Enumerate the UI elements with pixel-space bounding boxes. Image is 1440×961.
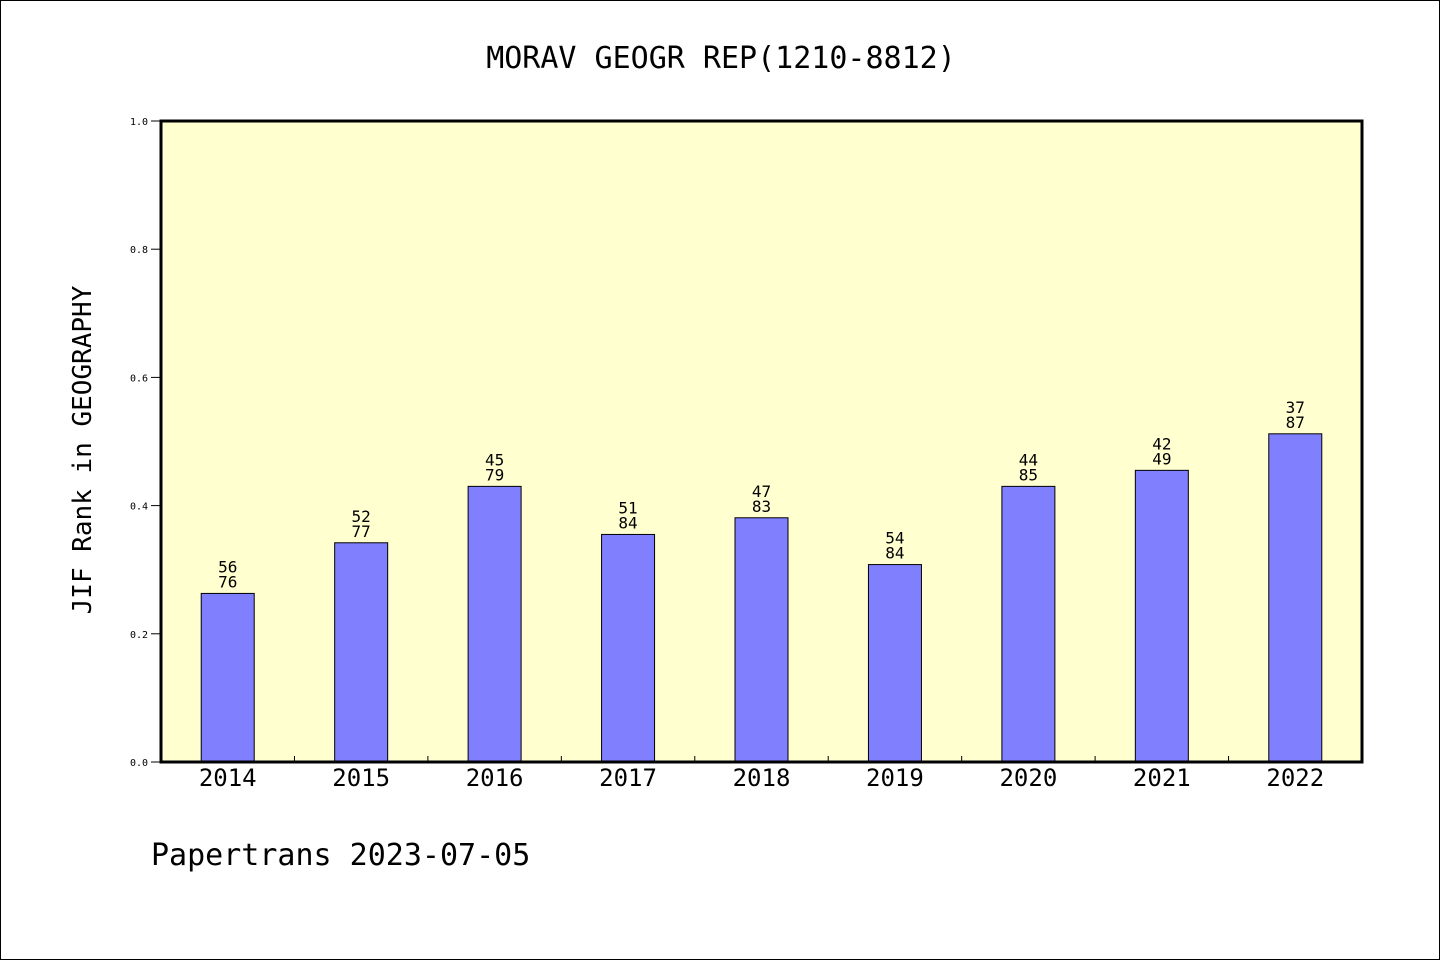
bar-2019 — [867, 564, 922, 763]
data-label-rank: 52 — [352, 507, 371, 526]
x-tick-label: 2021 — [1133, 764, 1191, 792]
data-label-total: 83 — [752, 497, 771, 516]
data-label-total: 49 — [1152, 449, 1171, 468]
bar-2014 — [200, 592, 255, 763]
x-tick-label: 2014 — [199, 764, 257, 792]
bar-2016 — [467, 485, 522, 763]
y-axis-ticks: 0.0 0.2 0.4 0.6 0.8 1.0 — [130, 117, 161, 769]
bar-2018 — [734, 517, 789, 763]
x-tick-label: 2017 — [599, 764, 657, 792]
y-tick-label: 1.0 — [130, 117, 148, 128]
y-tick-label: 0.8 — [130, 245, 148, 256]
data-label-rank: 37 — [1286, 398, 1305, 417]
x-tick-label: 2019 — [866, 764, 924, 792]
chart-title: MORAV GEOGR REP(1210-8812) — [486, 41, 956, 76]
data-label-total: 85 — [1019, 465, 1038, 484]
x-tick-label: 2020 — [999, 764, 1057, 792]
y-axis-label: JIF Rank in GEOGRAPHY — [68, 285, 98, 614]
x-tick-label: 2018 — [733, 764, 791, 792]
footer-credit: Papertrans 2023-07-05 — [151, 838, 530, 873]
x-axis-ticks: 2014 2015 2016 2017 2018 2019 2020 2021 2022 — [199, 756, 1324, 792]
data-label-total: 79 — [485, 465, 504, 484]
bar-2017 — [601, 533, 656, 763]
data-label-rank: 45 — [485, 450, 504, 469]
data-label-total: 87 — [1286, 413, 1305, 432]
y-tick-label: 0.6 — [130, 373, 148, 384]
data-label-rank: 44 — [1019, 450, 1038, 469]
bar-2015 — [334, 542, 389, 763]
plot-border — [159, 119, 1364, 764]
data-label-rank: 54 — [885, 529, 904, 548]
data-label-total: 77 — [352, 522, 371, 541]
bars-layer — [200, 433, 1323, 763]
bar-2021 — [1134, 469, 1189, 763]
y-tick-label: 0.0 — [130, 758, 148, 769]
data-label-rank: 56 — [218, 557, 237, 576]
y-tick-label: 0.4 — [130, 502, 148, 513]
x-tick-label: 2015 — [332, 764, 390, 792]
data-label-total: 76 — [218, 572, 237, 591]
x-tick-label: 2016 — [466, 764, 524, 792]
bar-2020 — [1001, 485, 1056, 763]
y-tick-label: 0.2 — [130, 630, 148, 641]
data-label-total: 84 — [618, 513, 637, 532]
data-label-rank: 42 — [1152, 434, 1171, 453]
data-label-rank: 47 — [752, 482, 771, 501]
x-tick-label: 2022 — [1266, 764, 1324, 792]
data-label-total: 84 — [885, 544, 904, 563]
data-label-rank: 51 — [618, 498, 637, 517]
bar-2022 — [1268, 433, 1323, 763]
